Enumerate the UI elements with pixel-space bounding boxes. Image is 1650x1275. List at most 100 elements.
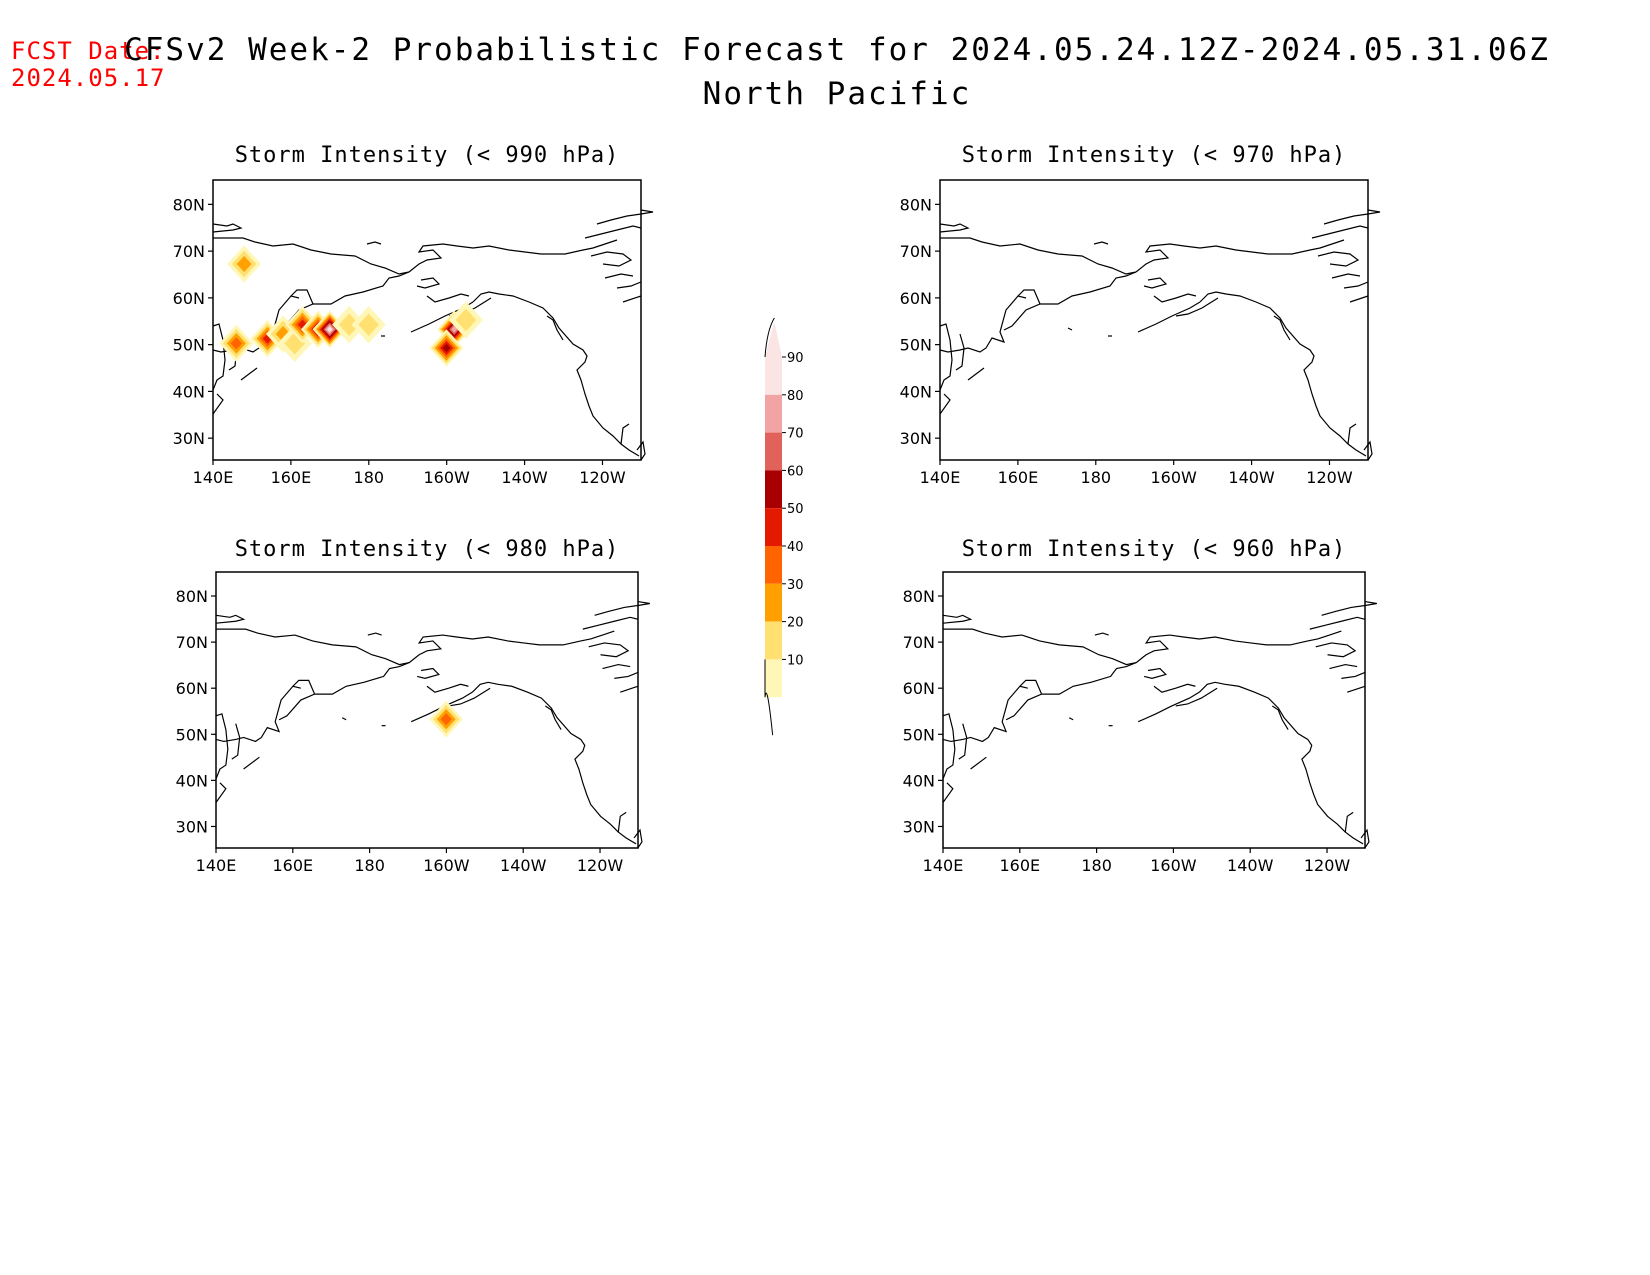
lat-tick-label: 70N <box>900 242 932 261</box>
lat-tick-label: 70N <box>173 242 205 261</box>
lon-tick-label: 160W <box>1151 468 1198 487</box>
map-frame <box>939 179 1369 461</box>
lon-tick-label: 160E <box>272 856 313 875</box>
colorbar-segment <box>765 659 782 698</box>
lon-tick-label: 140E <box>920 468 961 487</box>
probability-fill-990 <box>219 245 484 367</box>
panel-title-980: Storm Intensity (< 980 hPa) <box>235 537 620 562</box>
lon-tick-label: 160E <box>998 468 1039 487</box>
lon-tick-label: 140W <box>500 856 547 875</box>
lat-tick-label: 60N <box>173 289 205 308</box>
lat-tick-label: 50N <box>903 725 935 744</box>
lat-tick-label: 30N <box>176 817 208 836</box>
lat-tick-label: 80N <box>176 587 208 606</box>
forecast-date-value: 2024.05.17 <box>11 64 166 92</box>
lat-tick-label: 60N <box>900 289 932 308</box>
lat-tick-label: 50N <box>176 725 208 744</box>
probability-cell <box>338 313 360 336</box>
colorbar-segment <box>765 508 782 546</box>
lat-tick-label: 80N <box>900 195 932 214</box>
lon-tick-label: 140W <box>1227 856 1274 875</box>
lon-tick-label: 120W <box>1306 468 1353 487</box>
lon-tick-label: 140E <box>196 856 237 875</box>
lat-tick-label: 30N <box>903 817 935 836</box>
colorbar-segment <box>765 546 782 584</box>
panel-title-990: Storm Intensity (< 990 hPa) <box>235 143 620 168</box>
colorbar-label: 60 <box>787 464 804 479</box>
colorbar-label: 20 <box>787 616 804 631</box>
lat-tick-label: 60N <box>176 679 208 698</box>
lat-tick-label: 70N <box>903 633 935 652</box>
map-panel-980 <box>215 571 651 849</box>
lon-tick-label: 140W <box>1228 468 1275 487</box>
lon-tick-label: 160W <box>424 468 471 487</box>
probability-cell <box>284 332 305 355</box>
axis-ticks: 140E 160E 180 160W 140W 120W 80N 70N 60N 50N 40N 30… <box>173 195 1353 875</box>
lat-tick-label: 40N <box>900 382 932 401</box>
region-subtitle: North Pacific <box>702 76 972 112</box>
probability-fill-980 <box>429 700 464 738</box>
lat-tick-label: 70N <box>176 633 208 652</box>
lon-tick-label: 160W <box>423 856 470 875</box>
probability-cell <box>455 308 477 332</box>
colorbar-label: 10 <box>787 653 804 668</box>
map-panel-990 <box>212 179 654 461</box>
map-panel-960 <box>942 571 1378 849</box>
lon-tick-label: 120W <box>1304 856 1351 875</box>
colorbar-top-outline <box>764 317 775 358</box>
probability-cell <box>262 333 273 344</box>
colorbar-segment <box>765 394 782 433</box>
lat-tick-label: 40N <box>176 771 208 790</box>
map-frame <box>215 571 639 849</box>
panel-title-960: Storm Intensity (< 960 hPa) <box>962 537 1347 562</box>
lon-tick-label: 180 <box>1081 856 1112 875</box>
probability-colorbar: 90 80 70 60 50 40 30 20 10 <box>764 317 804 736</box>
lat-tick-label: 30N <box>900 429 932 448</box>
lat-tick-label: 80N <box>173 195 205 214</box>
lon-tick-label: 120W <box>577 856 624 875</box>
lat-tick-label: 40N <box>903 771 935 790</box>
colorbar-segment <box>765 583 782 622</box>
lat-tick-label: 60N <box>903 679 935 698</box>
lat-tick-label: 40N <box>173 382 205 401</box>
colorbar-label: 30 <box>787 578 804 593</box>
probability-cell <box>236 256 252 272</box>
lon-tick-label: 140E <box>923 856 964 875</box>
panel-title-970: Storm Intensity (< 970 hPa) <box>962 143 1347 168</box>
colorbar-segment <box>765 470 782 509</box>
colorbar-segment <box>765 621 782 660</box>
colorbar-label: 40 <box>787 540 804 555</box>
forecast-date-label: FCST Date: <box>11 37 166 65</box>
lat-tick-label: 80N <box>903 587 935 606</box>
lon-tick-label: 180 <box>354 468 385 487</box>
lon-tick-label: 120W <box>579 468 626 487</box>
coastline <box>215 600 651 849</box>
lat-tick-label: 30N <box>173 429 205 448</box>
main-title: CFSv2 Week-2 Probabilistic Forecast for … <box>124 32 1550 68</box>
lon-tick-label: 160E <box>271 468 312 487</box>
colorbar-top-arrow <box>765 322 782 357</box>
coastline <box>942 600 1378 849</box>
colorbar-label: 50 <box>787 502 804 517</box>
map-frame <box>942 571 1366 849</box>
colorbar-label: 70 <box>787 427 804 442</box>
probability-cell <box>442 343 451 353</box>
colorbar-label: 80 <box>787 389 804 404</box>
lon-tick-label: 180 <box>354 856 385 875</box>
colorbar-segment <box>765 357 782 395</box>
map-frame <box>212 179 642 461</box>
colorbar-bottom-outline <box>764 659 774 736</box>
lon-tick-label: 160W <box>1150 856 1197 875</box>
probability-cell <box>358 313 379 336</box>
lon-tick-label: 160E <box>999 856 1040 875</box>
map-panel-970 <box>939 179 1381 461</box>
lon-tick-label: 180 <box>1081 468 1112 487</box>
colorbar-segment <box>765 432 782 471</box>
probability-cell <box>230 337 243 350</box>
lon-tick-label: 140E <box>193 468 234 487</box>
coastline <box>939 209 1381 461</box>
colorbar-label: 90 <box>787 351 804 366</box>
forecast-date: FCST Date: 2024.05.17 <box>11 38 166 92</box>
probability-cell <box>451 326 458 333</box>
